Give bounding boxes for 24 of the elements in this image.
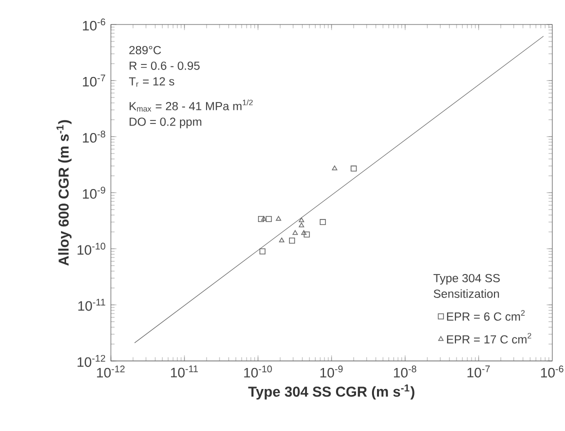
annotation: DO = 0.2 ppm (130, 118, 202, 128)
y-tick-label: 10$^{-6}$ (82, 18, 106, 31)
y-tick-label: 10$^{-10}$ (78, 243, 106, 256)
y-tick-label: 10$^{-8}$ (82, 130, 106, 143)
annotation: R = 0.6 - 0.95 (130, 62, 200, 70)
annotation: T$_{r}$ = 12 s (129, 77, 174, 87)
y-tick-label: 10$^{-9}$ (82, 186, 106, 199)
x-tick-label: 10$^{-6}$ (541, 366, 564, 378)
x-tick-label: 10$^{-7}$ (468, 366, 490, 378)
x-tick-label: 10$^{-11}$ (170, 366, 198, 378)
x-tick-label: 10$^{-8}$ (394, 366, 416, 378)
legend-title: Type 304 SS Sensitization (433, 274, 500, 298)
y-tick-label: 10$^{-7}$ (82, 74, 106, 87)
x-tick-label: 10$^{-12}$ (97, 366, 125, 378)
y-axis-title: Alloy 600 CGR (m s$^{-1}$) (56, 120, 72, 266)
y-tick-label: 10$^{-12}$ (78, 355, 106, 368)
annotation: 289°C (129, 46, 162, 54)
legend-label: EPR = 17 C cm$^{2}$ (447, 333, 532, 344)
x-tick-label: 10$^{-9}$ (320, 366, 343, 378)
x-axis-title: Type 304 SS CGR (m s$^{-1}$) (248, 384, 414, 400)
annotation: K$_{max}$ = 28 - 41 MPa m$^{1/2}$ (130, 100, 253, 112)
x-tick-label: 10$^{-10}$ (244, 366, 272, 378)
y-tick-label: 10$^{-11}$ (78, 299, 106, 312)
legend-label: EPR = 6 C cm$^{2}$ (447, 310, 525, 321)
